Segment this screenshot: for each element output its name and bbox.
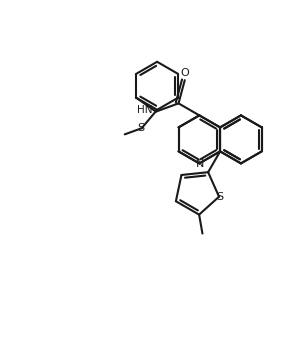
Text: S: S	[137, 123, 144, 133]
Text: O: O	[181, 68, 190, 78]
Text: HN: HN	[137, 105, 153, 115]
Text: N: N	[196, 159, 204, 169]
Text: S: S	[216, 192, 223, 202]
